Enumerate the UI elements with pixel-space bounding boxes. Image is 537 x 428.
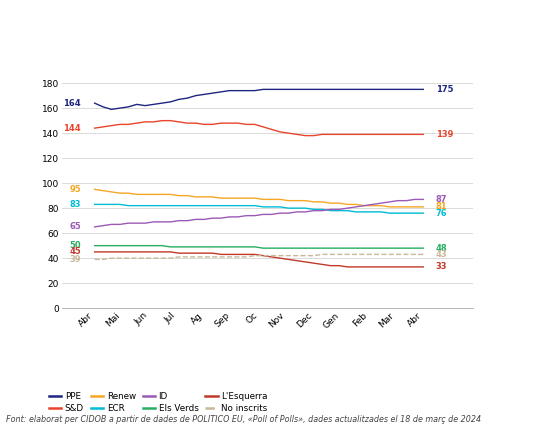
- Legend: PPE, S&D, Renew, ECR, ID, Els Verds, L'Esquerra, No inscrits: PPE, S&D, Renew, ECR, ID, Els Verds, L'E…: [46, 389, 271, 416]
- Text: 45: 45: [69, 247, 81, 256]
- Text: 39: 39: [69, 255, 81, 264]
- Text: 48: 48: [436, 244, 447, 253]
- Text: 164: 164: [63, 98, 81, 107]
- Text: 87: 87: [436, 195, 447, 204]
- Text: 139: 139: [436, 130, 453, 139]
- Text: 76: 76: [436, 208, 447, 218]
- Text: 50: 50: [69, 241, 81, 250]
- Text: 83: 83: [69, 200, 81, 209]
- Text: 175: 175: [436, 85, 453, 94]
- Text: 65: 65: [69, 223, 81, 232]
- Text: D’on venim? Evolució de l’expectativa de vot en el Parlament Europeu (nombre tot: D’on venim? Evolució de l’expectativa de…: [6, 18, 459, 28]
- Text: d’escons per grup polític, d’abril de 2023 a abril de 2024): d’escons per grup polític, d’abril de 20…: [6, 48, 315, 57]
- Text: Font: elaborat per CIDOB a partir de dades de POLITICO EU, «Poll of Polls», dade: Font: elaborat per CIDOB a partir de dad…: [6, 415, 482, 424]
- Text: 144: 144: [63, 124, 81, 133]
- Text: 95: 95: [69, 185, 81, 194]
- Text: 81: 81: [436, 202, 447, 211]
- Text: 43: 43: [436, 250, 447, 259]
- Text: 33: 33: [436, 262, 447, 271]
